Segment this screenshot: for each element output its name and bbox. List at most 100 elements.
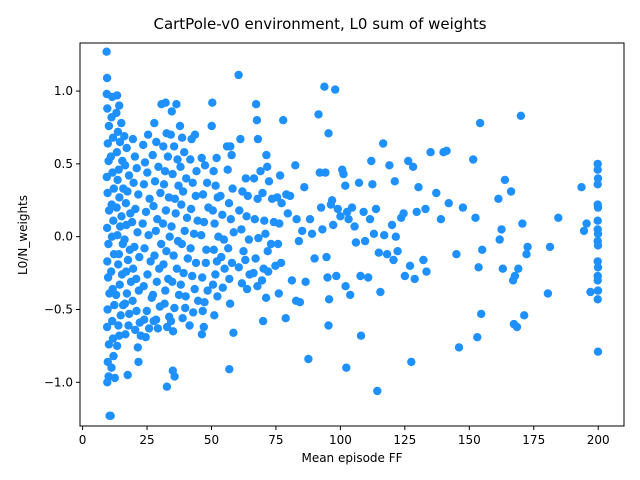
data-point <box>161 98 170 107</box>
data-point <box>159 180 169 189</box>
data-point <box>190 284 199 294</box>
data-point <box>190 130 200 139</box>
data-point <box>422 267 431 276</box>
data-point <box>329 220 338 230</box>
data-point <box>512 322 522 332</box>
data-point <box>144 231 153 240</box>
data-point <box>225 299 235 308</box>
data-point <box>167 107 176 116</box>
data-point <box>130 152 140 161</box>
y-tick-label: 0.5 <box>54 157 73 171</box>
data-point <box>266 239 276 249</box>
data-point <box>120 161 130 170</box>
data-point <box>253 134 263 144</box>
data-point <box>109 351 118 361</box>
data-point <box>225 274 234 284</box>
data-point <box>518 219 527 228</box>
plot-area <box>79 42 625 427</box>
data-point <box>186 244 195 253</box>
data-point <box>218 283 227 292</box>
data-point <box>138 219 147 228</box>
data-point <box>112 341 122 351</box>
data-point <box>382 250 392 259</box>
data-point <box>200 298 209 307</box>
x-tick-label: 125 <box>393 433 416 447</box>
data-point <box>140 315 149 324</box>
x-tick-label: 150 <box>458 433 481 447</box>
data-point <box>161 286 170 295</box>
data-point <box>495 235 504 244</box>
data-point <box>199 322 208 332</box>
data-point <box>175 121 185 131</box>
data-point <box>452 250 461 259</box>
data-point <box>114 260 123 269</box>
data-point <box>113 175 122 185</box>
data-point <box>478 245 487 254</box>
data-point <box>210 219 219 228</box>
data-point <box>593 159 602 169</box>
data-point <box>149 316 158 326</box>
data-point <box>257 276 267 285</box>
data-point <box>543 289 553 298</box>
data-point <box>103 188 112 198</box>
data-point <box>593 229 603 238</box>
data-point <box>176 162 185 171</box>
data-point <box>132 274 141 284</box>
data-point <box>103 257 112 266</box>
data-point <box>261 229 270 238</box>
data-point <box>121 330 130 339</box>
data-point <box>400 271 410 281</box>
data-point <box>133 228 142 237</box>
data-point <box>454 343 464 352</box>
data-point <box>385 161 394 170</box>
data-point <box>135 252 144 262</box>
data-point <box>294 236 304 246</box>
data-point <box>102 322 112 332</box>
data-point <box>219 235 229 244</box>
data-point <box>176 280 185 289</box>
data-point <box>165 232 174 241</box>
data-point <box>237 225 246 234</box>
data-point <box>170 372 179 381</box>
data-point <box>593 276 602 285</box>
data-point <box>102 223 112 233</box>
data-point <box>273 193 282 202</box>
data-point <box>393 247 402 256</box>
data-point <box>314 110 323 119</box>
x-tick-label: 175 <box>522 433 545 447</box>
data-point <box>134 357 143 367</box>
data-point <box>373 386 382 396</box>
x-tick-label: 200 <box>587 433 610 447</box>
data-point <box>304 354 313 364</box>
data-point <box>131 204 140 214</box>
data-point <box>241 255 250 265</box>
data-point <box>159 142 168 151</box>
data-point <box>189 229 199 238</box>
data-point <box>263 162 272 171</box>
data-point <box>148 290 158 300</box>
data-point <box>300 183 309 192</box>
data-point <box>390 177 399 186</box>
data-point <box>277 199 286 208</box>
data-point <box>122 289 132 298</box>
data-point <box>350 222 359 231</box>
data-point <box>471 213 480 222</box>
x-axis-label: Mean episode FF <box>301 451 402 465</box>
data-point <box>143 270 152 279</box>
data-point <box>157 239 166 249</box>
data-point <box>153 215 162 224</box>
data-point <box>160 299 169 308</box>
data-point <box>197 153 206 163</box>
data-point <box>103 305 112 314</box>
data-point <box>110 373 120 383</box>
data-point <box>209 245 218 254</box>
data-point <box>344 215 353 224</box>
data-point <box>389 255 398 265</box>
data-point <box>201 258 210 268</box>
data-point <box>331 85 340 94</box>
data-point <box>227 150 236 160</box>
data-point <box>324 321 333 330</box>
data-point <box>169 142 179 151</box>
data-point <box>339 169 348 179</box>
data-point <box>391 232 400 241</box>
